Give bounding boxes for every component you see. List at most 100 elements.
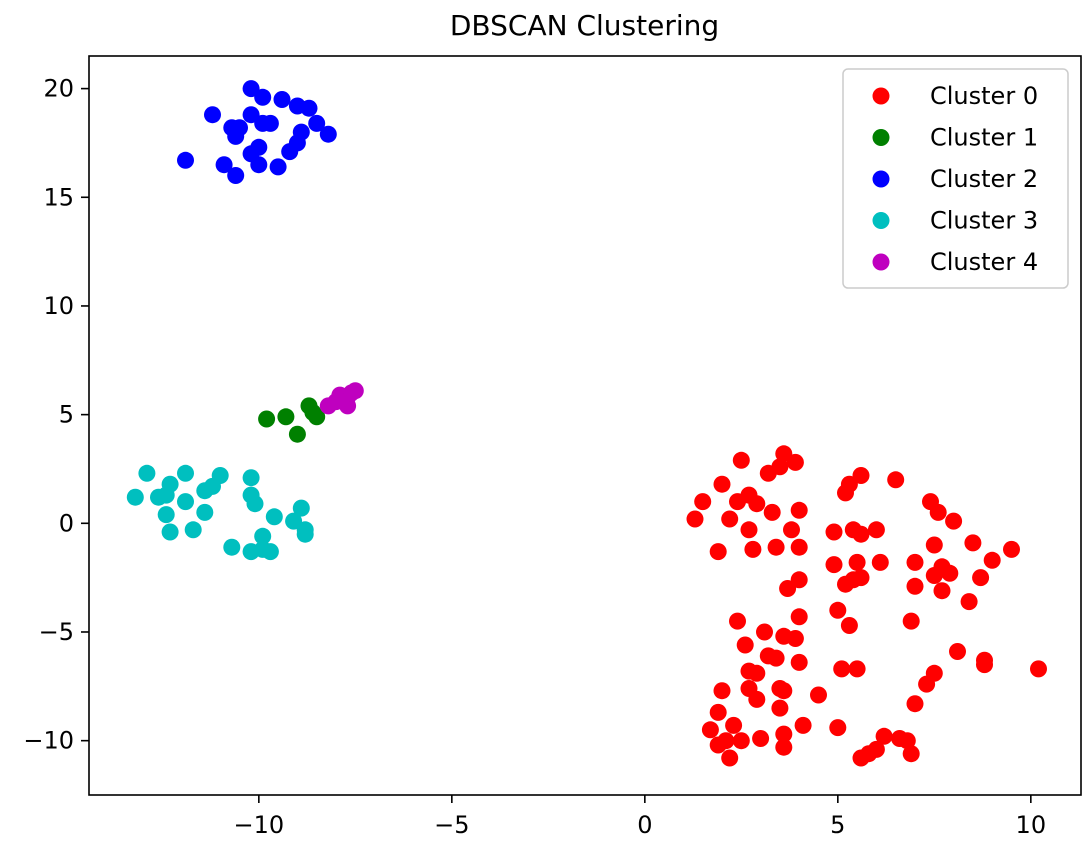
data-point	[204, 477, 221, 495]
data-point	[756, 623, 773, 641]
data-point	[319, 125, 337, 143]
data-point	[736, 636, 754, 654]
data-point	[269, 158, 287, 176]
y-tick-label: 0	[59, 509, 74, 537]
data-point	[767, 649, 785, 667]
data-point	[925, 536, 943, 554]
data-point	[871, 553, 889, 571]
data-point	[790, 608, 808, 626]
x-axis: −10 −5 0 5 10	[234, 795, 1047, 839]
legend-label: Cluster 3	[930, 207, 1038, 235]
data-point	[157, 486, 175, 504]
data-point	[242, 106, 260, 124]
data-point	[246, 495, 264, 513]
data-point	[242, 80, 260, 98]
data-point	[752, 730, 770, 747]
data-point	[177, 493, 194, 511]
y-tick-label: 15	[43, 183, 74, 211]
data-point	[701, 721, 719, 739]
data-point	[898, 732, 916, 750]
data-point	[709, 703, 727, 721]
data-point	[794, 716, 812, 734]
data-point	[215, 156, 233, 174]
data-point	[833, 660, 851, 678]
data-point	[925, 664, 943, 682]
data-point	[748, 664, 766, 682]
data-point	[748, 495, 766, 513]
data-point	[906, 553, 924, 571]
data-point	[254, 88, 272, 106]
y-tick-label: 20	[43, 75, 74, 103]
data-point	[786, 453, 804, 471]
legend-label: Cluster 2	[930, 165, 1038, 193]
data-point	[1030, 660, 1047, 678]
data-point	[852, 525, 870, 543]
data-point	[686, 510, 704, 528]
x-tick-label: 10	[1016, 811, 1047, 839]
data-point	[227, 167, 245, 184]
data-point	[790, 501, 808, 519]
data-point	[254, 114, 272, 132]
data-point	[775, 725, 793, 743]
data-point	[887, 471, 905, 489]
data-point	[875, 727, 893, 745]
data-point	[161, 523, 179, 541]
data-point	[227, 127, 245, 145]
legend-marker	[872, 87, 890, 105]
data-point	[771, 699, 789, 717]
y-axis: −10 −5 0 5 10 15 20	[23, 75, 89, 755]
legend-items: Cluster 0 Cluster 1 Cluster 2 Cluster 3 Clus…	[872, 82, 1038, 276]
data-point	[983, 551, 1001, 569]
data-point	[840, 475, 858, 493]
legend-item: Cluster 4	[872, 248, 1038, 276]
data-point	[848, 553, 866, 571]
data-point	[196, 503, 214, 521]
data-point	[929, 503, 947, 521]
data-point	[308, 114, 326, 132]
data-point	[177, 464, 194, 482]
data-point	[242, 469, 260, 487]
data-point	[744, 540, 762, 558]
x-tick-label: −5	[434, 811, 469, 839]
data-point	[709, 736, 727, 754]
data-point	[694, 493, 712, 511]
legend-item: Cluster 0	[872, 82, 1038, 110]
data-point	[258, 410, 276, 428]
legend-item: Cluster 2	[872, 165, 1038, 193]
data-point	[829, 719, 847, 737]
data-point	[783, 521, 800, 539]
data-point	[1003, 540, 1020, 558]
data-point	[292, 499, 310, 517]
data-point	[288, 425, 306, 443]
data-point	[964, 534, 982, 552]
data-point	[277, 408, 295, 426]
data-point	[972, 569, 990, 587]
data-point	[296, 525, 314, 543]
data-point	[713, 475, 731, 493]
data-point	[902, 612, 920, 630]
data-point	[786, 630, 804, 647]
data-point	[308, 408, 326, 426]
chart-title: DBSCAN Clustering	[449, 9, 720, 42]
data-point	[709, 543, 727, 561]
data-point	[949, 643, 966, 660]
data-point	[906, 577, 924, 595]
data-point	[729, 612, 746, 630]
data-point	[933, 582, 951, 600]
series-2	[177, 80, 337, 184]
legend-label: Cluster 0	[930, 82, 1038, 110]
data-point	[976, 656, 993, 674]
data-point	[840, 617, 858, 634]
data-point	[261, 543, 279, 561]
legend: Cluster 0 Cluster 1 Cluster 2 Cluster 3 Clus…	[842, 68, 1069, 289]
y-tick-label: −10	[23, 727, 74, 755]
data-point	[254, 527, 272, 545]
data-point	[265, 508, 283, 526]
points-layer	[126, 80, 1047, 767]
data-point	[790, 571, 808, 589]
series-0	[686, 445, 1047, 767]
data-point	[740, 521, 758, 539]
data-point	[250, 156, 268, 174]
data-point	[825, 556, 843, 574]
data-point	[721, 749, 739, 767]
